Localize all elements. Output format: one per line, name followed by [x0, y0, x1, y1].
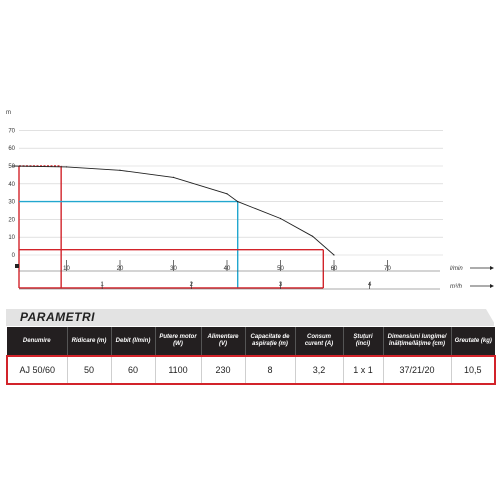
y-tick-label: 40	[8, 182, 15, 188]
curve-data-point	[333, 254, 335, 256]
pump-performance-chart: 0 10 20 30 40 50 60 70 m 10 20 30 40 50 60 70 l/min 1 2 3 4 m…	[6, 110, 494, 290]
curve-data-point	[65, 166, 68, 168]
curve-data-point	[237, 201, 239, 203]
m3h-tick-label: 3	[279, 282, 283, 288]
lmin-unit-label: l/min	[450, 266, 463, 272]
y-tick-label: 30	[8, 200, 15, 206]
curve-data-point	[119, 169, 121, 171]
table-cell: 37/21/20	[382, 355, 451, 385]
y-tick-label: 70	[8, 128, 15, 134]
origin-marker	[15, 264, 19, 268]
header-cell: Ștuțuri (inci)	[342, 327, 383, 356]
table-cell: 1100	[154, 355, 201, 385]
table-cell: AJ 50/60	[6, 355, 67, 385]
table-cell: 1 x 1	[342, 355, 383, 385]
header-cell: Debit (l/min)	[110, 327, 155, 356]
title-bar-notch	[486, 309, 496, 326]
header-cell: Greutate (kg)	[450, 327, 495, 356]
lmin-tick-label: 20	[117, 266, 124, 272]
m3h-tick-label: 1	[100, 282, 104, 288]
m3h-tick-label: 2	[190, 282, 194, 288]
curve-data-point	[279, 217, 282, 220]
y-axis-label: m	[6, 110, 11, 116]
header-cell: Consum curent (A)	[294, 327, 343, 356]
table-cell: 8	[244, 355, 295, 385]
parameters-title-bar: PARAMETRI	[6, 309, 496, 326]
table-cell: 230	[200, 355, 245, 385]
m3h-unit-label: m³/h	[450, 284, 463, 290]
table-cell: 3,2	[294, 355, 343, 385]
curve-data-point	[312, 235, 314, 237]
header-cell: Capacitate de aspirație (m)	[244, 327, 295, 356]
header-cell: Ridicare (m)	[66, 327, 111, 356]
curve-data-point	[226, 193, 228, 195]
table-row: AJ 50/60 50 60 1100 230 8 3,2 1 x 1 37/2…	[6, 355, 496, 385]
lmin-arrow-icon	[490, 266, 494, 270]
header-cell: Putere motor (W)	[154, 327, 201, 356]
header-cell: Denumire	[7, 327, 67, 356]
y-tick-label: 50	[8, 164, 15, 170]
lmin-tick-label: 40	[224, 266, 231, 272]
parameters-title: PARAMETRI	[20, 310, 95, 324]
m3h-tick-label: 4	[368, 282, 372, 288]
lmin-tick-label: 50	[277, 266, 284, 272]
curve-data-point	[12, 165, 14, 167]
table-cell: 50	[66, 355, 111, 385]
lmin-tick-label: 60	[331, 266, 338, 272]
header-cell: Dimensiuni lungime/ înălțime/lățime (cm)	[382, 327, 451, 356]
table-cell: 60	[110, 355, 155, 385]
y-tick-label: 20	[8, 217, 15, 223]
table-cell: 10,5	[450, 355, 496, 385]
curve-data-point	[172, 176, 175, 178]
lmin-tick-label: 30	[170, 266, 177, 272]
y-tick-label: 0	[12, 253, 16, 259]
parameters-table: Denumire Ridicare (m) Debit (l/min) Pute…	[6, 327, 496, 385]
parameters-header-row: Denumire Ridicare (m) Debit (l/min) Pute…	[7, 327, 495, 356]
y-tick-label: 10	[8, 235, 15, 241]
header-cell: Alimentare (V)	[200, 327, 245, 356]
m3h-arrow-icon	[490, 284, 494, 288]
lmin-tick-label: 70	[384, 266, 391, 272]
lmin-tick-label: 10	[63, 266, 70, 272]
y-tick-label: 60	[8, 146, 15, 152]
